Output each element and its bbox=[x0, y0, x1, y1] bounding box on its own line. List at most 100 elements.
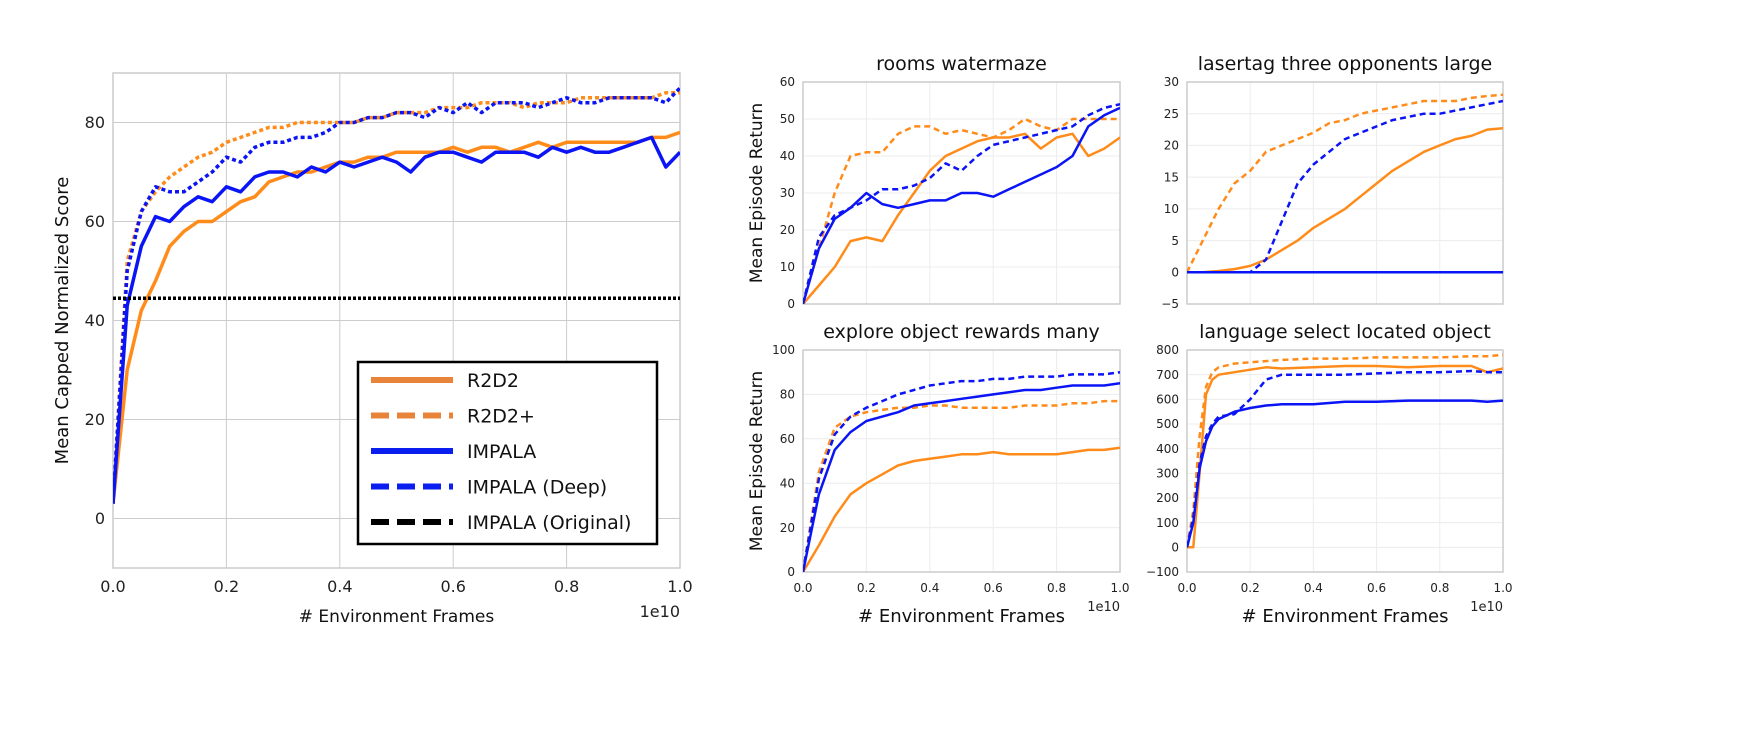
x-tick-label: 1.0 bbox=[1493, 581, 1512, 595]
y-tick-label: 80 bbox=[780, 388, 795, 402]
y-tick-label: 500 bbox=[1156, 417, 1179, 431]
y-tick-label: −5 bbox=[1161, 297, 1179, 311]
y-tick-label: 30 bbox=[1164, 75, 1179, 89]
x-tick-label: 0.8 bbox=[1430, 581, 1449, 595]
y-tick-label: 10 bbox=[1164, 202, 1179, 216]
series-line-impala-deep- bbox=[1187, 369, 1503, 548]
series-line-r2d2- bbox=[803, 117, 1120, 304]
y-tick-label: 700 bbox=[1156, 368, 1179, 382]
y-tick-label: 0 bbox=[787, 297, 795, 311]
x-axis-label: # Environment Frames bbox=[299, 607, 495, 627]
y-tick-label: 400 bbox=[1156, 442, 1179, 456]
y-tick-label: 20 bbox=[780, 223, 795, 237]
y-tick-label: 40 bbox=[780, 476, 795, 490]
series-line-r2d2 bbox=[803, 132, 1120, 304]
y-tick-label: 20 bbox=[780, 521, 795, 535]
chart-4: −100 0 100 200 300 400 500 600 700 800 0.0 0.2 0.4 0.… bbox=[1146, 321, 1513, 627]
x-tick-label: 0.2 bbox=[857, 581, 876, 595]
series-line-impala bbox=[113, 135, 680, 504]
legend: R2D2 R2D2+ IMPALA IMPALA (Deep) IMPALA (Orig… bbox=[356, 360, 659, 546]
x-tick-label: 0.6 bbox=[440, 577, 465, 596]
x-tick-label: 0.0 bbox=[793, 581, 812, 595]
series-line-r2d2- bbox=[1187, 93, 1503, 273]
series-line-impala-deep- bbox=[113, 86, 680, 504]
x-tick-label: 0.8 bbox=[554, 577, 579, 596]
y-axis-label: Mean Episode Return bbox=[747, 371, 767, 551]
y-tick-label: 60 bbox=[780, 75, 795, 89]
x-tick-label: 0.4 bbox=[1304, 581, 1323, 595]
legend-label: IMPALA (Deep) bbox=[467, 477, 607, 499]
x-axis-label: # Environment Frames bbox=[1242, 606, 1449, 627]
y-tick-label: 0 bbox=[787, 565, 795, 579]
y-tick-label: 25 bbox=[1164, 107, 1179, 121]
chart-title: lasertag three opponents large bbox=[1198, 53, 1493, 75]
x-tick-label: 0.0 bbox=[1177, 581, 1196, 595]
plot-frame bbox=[112, 72, 681, 569]
plot-frame bbox=[802, 349, 1121, 573]
chart-1: 0 10 20 30 40 50 60 rooms watermaze Mean Episode… bbox=[747, 53, 1121, 311]
series-line-impala bbox=[803, 106, 1120, 304]
x-tick-label: 0.2 bbox=[1241, 581, 1260, 595]
x-tick-label: 1.0 bbox=[667, 577, 692, 596]
x-tick-label: 0.4 bbox=[327, 577, 352, 596]
y-tick-label: 5 bbox=[1171, 234, 1179, 248]
x-scale-note: 1e10 bbox=[1470, 600, 1503, 615]
y-tick-label: 50 bbox=[780, 112, 795, 126]
legend-label: IMPALA bbox=[467, 441, 536, 463]
series-line-impala-deep- bbox=[803, 102, 1120, 304]
plot-frame bbox=[1186, 349, 1504, 573]
y-tick-label: 0 bbox=[1171, 265, 1179, 279]
y-axis-label: Mean Capped Normalized Score bbox=[52, 177, 73, 465]
y-tick-label: −100 bbox=[1146, 565, 1179, 579]
y-tick-label: 20 bbox=[1164, 139, 1179, 153]
x-tick-label: 0.6 bbox=[1367, 581, 1386, 595]
chart-title: rooms watermaze bbox=[876, 53, 1047, 75]
x-tick-label: 0.4 bbox=[920, 581, 939, 595]
series-line-r2d2 bbox=[113, 130, 680, 504]
y-axis-label: Mean Episode Return bbox=[747, 103, 767, 283]
x-tick-label: 1.0 bbox=[1110, 581, 1129, 595]
series-line-r2d2- bbox=[1187, 353, 1503, 548]
plot-frame bbox=[1186, 81, 1504, 305]
y-tick-label: 200 bbox=[1156, 491, 1179, 505]
chart-0: 0 20 40 60 80 0.0 0.2 0.4 0.6 0.8 1.0 # Environment… bbox=[52, 72, 693, 627]
series-line-r2d2 bbox=[1187, 364, 1503, 549]
legend-label: IMPALA (Original) bbox=[467, 512, 631, 534]
x-tick-label: 0.6 bbox=[984, 581, 1003, 595]
y-tick-label: 60 bbox=[780, 432, 795, 446]
chart-title: language select located object bbox=[1199, 321, 1491, 343]
x-tick-label: 0.0 bbox=[100, 577, 125, 596]
plot-frame bbox=[802, 81, 1121, 305]
legend-label: R2D2+ bbox=[467, 406, 535, 428]
series-line-r2d2- bbox=[803, 399, 1120, 572]
y-tick-label: 0 bbox=[1171, 541, 1179, 555]
chart-3: 0 20 40 60 80 100 0.0 0.2 0.4 0.6 0.8 1.0 explore ob… bbox=[747, 321, 1130, 627]
y-tick-label: 10 bbox=[780, 260, 795, 274]
series-line-impala bbox=[1187, 399, 1503, 548]
y-tick-label: 40 bbox=[780, 149, 795, 163]
x-scale-note: 1e10 bbox=[640, 602, 680, 621]
series-line-impala-deep- bbox=[803, 370, 1120, 572]
y-tick-label: 30 bbox=[780, 186, 795, 200]
series-line-r2d2 bbox=[1187, 127, 1503, 274]
y-tick-label: 0 bbox=[95, 509, 105, 528]
x-tick-label: 0.2 bbox=[214, 577, 239, 596]
y-tick-label: 60 bbox=[85, 212, 105, 231]
y-tick-label: 600 bbox=[1156, 393, 1179, 407]
x-scale-note: 1e10 bbox=[1087, 600, 1120, 615]
series-line-impala bbox=[803, 382, 1120, 572]
y-tick-label: 80 bbox=[85, 113, 105, 132]
y-tick-label: 40 bbox=[85, 311, 105, 330]
chart-title: explore object rewards many bbox=[823, 321, 1099, 343]
series-line-r2d2 bbox=[803, 446, 1120, 572]
series-line-impala-deep- bbox=[1187, 99, 1503, 274]
y-tick-label: 300 bbox=[1156, 467, 1179, 481]
y-tick-label: 15 bbox=[1164, 170, 1179, 184]
legend-label: R2D2 bbox=[467, 370, 519, 392]
y-tick-label: 20 bbox=[85, 410, 105, 429]
x-axis-label: # Environment Frames bbox=[858, 606, 1065, 627]
x-tick-label: 0.8 bbox=[1047, 581, 1066, 595]
y-tick-label: 800 bbox=[1156, 343, 1179, 357]
y-tick-label: 100 bbox=[772, 343, 795, 357]
